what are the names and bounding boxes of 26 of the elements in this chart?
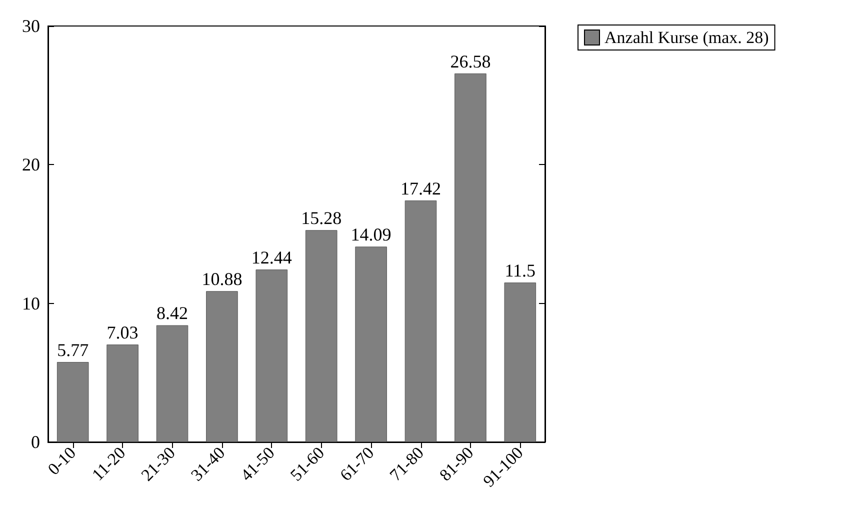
data-label: 8.42 bbox=[156, 303, 188, 324]
data-label: 5.77 bbox=[57, 340, 89, 360]
data-label: 7.03 bbox=[106, 322, 138, 343]
bar bbox=[504, 282, 536, 442]
data-label: 17.42 bbox=[400, 178, 441, 198]
data-label: 11.5 bbox=[504, 260, 536, 281]
y-tick-label: 10 bbox=[22, 293, 40, 314]
bar bbox=[156, 325, 188, 442]
bar bbox=[305, 230, 338, 442]
y-tick-label: 20 bbox=[22, 154, 40, 175]
bar bbox=[56, 362, 89, 442]
y-tick-label: 30 bbox=[22, 16, 40, 36]
y-tick-label: 0 bbox=[31, 432, 40, 452]
data-label: 15.28 bbox=[301, 208, 342, 228]
bar bbox=[106, 344, 138, 442]
bar bbox=[206, 291, 238, 442]
bar bbox=[454, 73, 486, 442]
bar bbox=[355, 246, 387, 442]
bar bbox=[404, 200, 437, 442]
x-tick-label: 0-10 bbox=[44, 443, 80, 479]
legend-label: Anzahl Kurse (max. 28) bbox=[604, 28, 769, 47]
data-label: 14.09 bbox=[350, 224, 392, 245]
data-label: 12.44 bbox=[251, 248, 292, 268]
data-label: 10.88 bbox=[202, 269, 242, 290]
bar bbox=[256, 270, 288, 442]
data-label: 26.58 bbox=[450, 51, 491, 72]
